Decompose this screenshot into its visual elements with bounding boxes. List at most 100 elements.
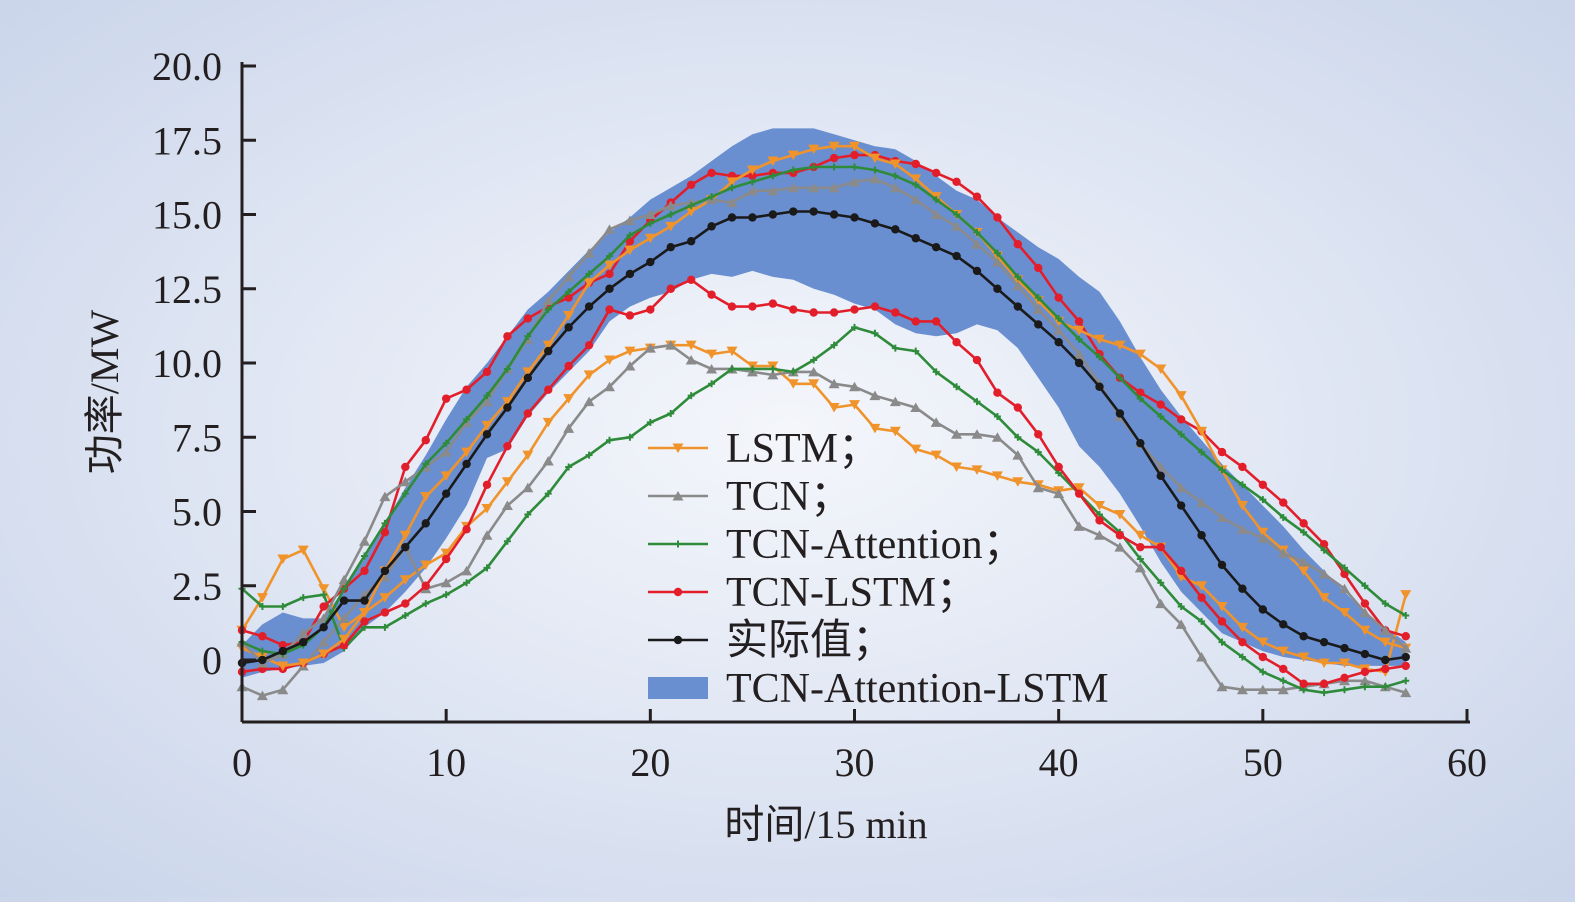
data-point [1402, 611, 1410, 619]
data-point [1115, 531, 1125, 540]
data-point [1134, 530, 1146, 541]
data-point [1238, 637, 1247, 647]
data-point [1196, 652, 1208, 662]
data-point [891, 172, 899, 180]
data-point [422, 460, 430, 468]
data-point [851, 163, 858, 171]
series-line [241, 165, 1407, 656]
data-point [338, 622, 350, 633]
data-point [440, 447, 452, 457]
series-6 [236, 173, 1412, 668]
data-point [1074, 317, 1084, 326]
legend-label: TCN； [726, 474, 852, 520]
data-point [1318, 658, 1330, 668]
data-point [1216, 602, 1228, 612]
data-point [1073, 483, 1085, 493]
data-point [481, 420, 493, 431]
data-point [1339, 658, 1350, 668]
data-point [1298, 652, 1310, 663]
data-point [1216, 681, 1228, 692]
data-point [953, 211, 961, 218]
data-point [1341, 686, 1348, 694]
data-point [746, 165, 758, 175]
data-point [1236, 524, 1248, 534]
data-point [483, 392, 491, 400]
y-tick-label: 5.0 [172, 490, 222, 535]
data-point [421, 519, 430, 528]
data-point [871, 166, 879, 174]
data-point [1340, 643, 1349, 653]
data-point [972, 266, 982, 276]
data-point [1013, 240, 1023, 249]
data-point [380, 528, 390, 537]
band-layer [242, 128, 1406, 678]
data-point [1218, 466, 1226, 474]
data-point [278, 640, 288, 650]
data-point [932, 196, 940, 204]
data-point [563, 310, 575, 321]
data-point [930, 417, 942, 427]
data-point [624, 245, 636, 256]
data-point [256, 690, 268, 701]
data-point [359, 536, 370, 546]
data-point [1218, 638, 1226, 646]
data-point [1176, 501, 1186, 510]
data-point [461, 565, 473, 576]
data-point [1034, 320, 1043, 329]
data-point [808, 182, 820, 193]
data-point [1012, 450, 1024, 460]
data-point [1360, 599, 1370, 608]
data-point [1318, 593, 1330, 603]
series-line [240, 343, 1408, 674]
legend-marker [672, 443, 684, 453]
y-tick-label: 7.5 [172, 415, 222, 460]
data-point [258, 632, 267, 641]
data-point [583, 248, 595, 258]
data-point [1095, 516, 1104, 525]
data-point [1379, 637, 1391, 648]
x-ticks: 0 10 20 30 40 50 60 [232, 709, 1487, 785]
data-point [1401, 632, 1410, 641]
data-point [706, 363, 718, 374]
series-line [241, 326, 1407, 695]
series-5 [236, 141, 1412, 671]
data-point [1157, 579, 1165, 587]
series-line [241, 278, 1406, 686]
data-point [1094, 334, 1105, 345]
data-point [544, 306, 552, 314]
data-point [625, 311, 635, 320]
data-point [1176, 566, 1186, 576]
data-point [973, 398, 981, 406]
data-point [1176, 415, 1186, 424]
data-point [462, 459, 471, 469]
data-point [1177, 430, 1185, 438]
data-point [991, 432, 1003, 442]
data-point [993, 412, 1001, 420]
data-point [542, 417, 554, 428]
data-point [544, 346, 553, 356]
data-point [481, 530, 493, 540]
data-point [1012, 280, 1024, 291]
data-point [1340, 569, 1349, 579]
legend-entry: LSTM； [648, 426, 880, 472]
data-point [258, 655, 267, 665]
x-tick-label: 20 [630, 740, 670, 785]
data-point [1359, 625, 1371, 636]
data-point [953, 383, 961, 391]
data-point [359, 607, 370, 618]
data-point [522, 450, 534, 461]
series-line [241, 153, 1407, 647]
data-point [787, 182, 799, 193]
data-point [728, 184, 736, 192]
data-point [1034, 430, 1043, 439]
series-8 [237, 207, 1410, 668]
data-point [583, 396, 595, 407]
data-point [930, 450, 942, 461]
data-point [606, 252, 613, 260]
data-point [708, 193, 716, 201]
data-point [256, 593, 268, 603]
data-point [1236, 501, 1248, 511]
legend-label: TCN-Attention-LSTM [726, 666, 1109, 712]
data-point [787, 150, 799, 161]
data-point [666, 284, 675, 293]
